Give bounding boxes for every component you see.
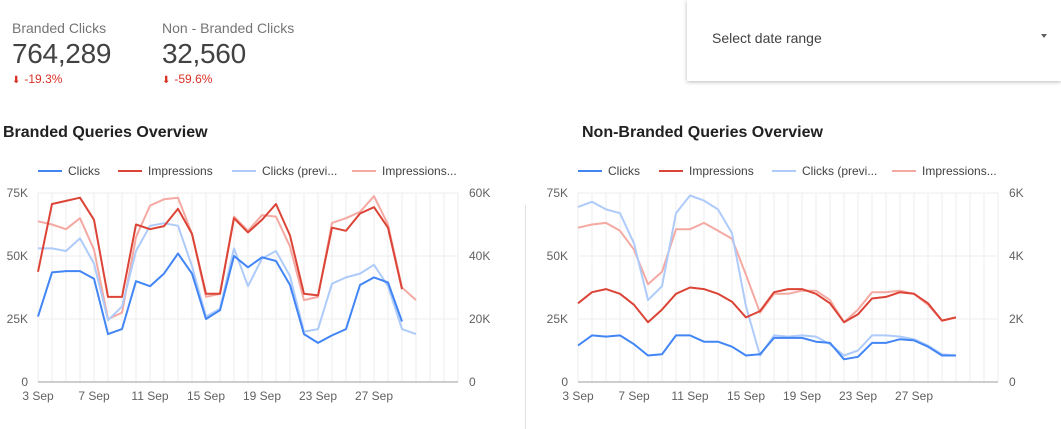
date-range-selector[interactable]: Select date range: [687, 0, 1061, 81]
y-left-tick-label: 0: [561, 375, 568, 389]
kpi-branded-clicks: Branded Clicks 764,289 ⬇ -19.3%: [12, 20, 111, 86]
kpi-delta: ⬇ -19.3%: [12, 72, 111, 86]
kpi-non-branded-clicks: Non - Branded Clicks 32,560 ⬇ -59.6%: [162, 20, 294, 86]
x-tick-label: 15 Sep: [727, 389, 765, 403]
series-line-clicks-prev[interactable]: [38, 222, 417, 336]
x-tick-label: 15 Sep: [187, 389, 225, 403]
x-tick-label: 7 Sep: [618, 389, 650, 403]
legend-item[interactable]: Clicks: [68, 164, 100, 178]
chart-title-branded: Branded Queries Overview: [3, 124, 208, 141]
legend-item[interactable]: Clicks (previ...: [802, 164, 877, 178]
series-line-impressions[interactable]: [37, 196, 403, 298]
series-line-clicks[interactable]: [577, 334, 956, 361]
kpi-value: 32,560: [162, 38, 246, 69]
x-tick-label: 19 Sep: [243, 389, 281, 403]
y-right-tick-label: 6K: [1009, 186, 1024, 200]
x-tick-label: 7 Sep: [78, 389, 110, 403]
arrow-down-icon: ⬇: [162, 75, 171, 86]
y-left-tick-label: 75K: [7, 186, 28, 200]
y-left-tick-label: 50K: [547, 249, 568, 263]
x-tick-label: 27 Sep: [355, 389, 393, 403]
y-right-tick-label: 4K: [1009, 249, 1024, 263]
kpi-delta-value: -19.3%: [24, 72, 63, 86]
kpi-value: 764,289: [12, 38, 112, 69]
arrow-down-icon: ⬇: [12, 75, 21, 86]
y-left-tick-label: 0: [21, 375, 28, 389]
chart-title-non-branded: Non-Branded Queries Overview: [582, 124, 823, 141]
x-tick-label: 27 Sep: [895, 389, 933, 403]
kpi-delta-value: -59.6%: [174, 72, 213, 86]
legend-item[interactable]: Impressions: [148, 164, 213, 178]
x-tick-label: 3 Sep: [22, 389, 54, 403]
legend-item[interactable]: Clicks: [608, 164, 640, 178]
y-right-tick-label: 20K: [469, 312, 490, 326]
kpi-delta: ⬇ -59.6%: [162, 72, 294, 86]
legend-item[interactable]: Clicks (previ...: [262, 164, 337, 178]
x-tick-label: 3 Sep: [562, 389, 594, 403]
y-right-tick-label: 60K: [469, 186, 490, 200]
kpi-label: Branded Clicks: [12, 20, 107, 36]
y-left-tick-label: 75K: [547, 186, 568, 200]
legend-item[interactable]: Impressions...: [922, 164, 997, 178]
y-right-tick-label: 2K: [1009, 312, 1024, 326]
kpi-label: Non - Branded Clicks: [162, 20, 295, 36]
x-tick-label: 11 Sep: [131, 389, 168, 403]
series-line-clicks-prev[interactable]: [577, 194, 957, 357]
y-left-tick-label: 50K: [7, 249, 28, 263]
y-left-tick-label: 25K: [547, 312, 568, 326]
non-branded-queries-chart: Clicks Impressions Clicks (previ... Impress…: [547, 164, 1024, 403]
y-left-tick-label: 25K: [7, 312, 28, 326]
x-tick-label: 23 Sep: [839, 389, 877, 403]
x-tick-label: 19 Sep: [783, 389, 821, 403]
series-line-impressions[interactable]: [577, 286, 957, 324]
series-line-clicks[interactable]: [37, 252, 403, 344]
chart-divider: [525, 205, 526, 429]
y-right-tick-label: 40K: [469, 249, 490, 263]
x-tick-label: 23 Sep: [299, 389, 337, 403]
y-right-tick-label: 0: [469, 375, 476, 389]
branded-queries-chart: Clicks Impressions Clicks (previ... Impress…: [7, 164, 491, 403]
x-tick-label: 11 Sep: [671, 389, 708, 403]
date-range-label: Select date range: [712, 30, 822, 46]
dropdown-arrow-icon[interactable]: [1041, 34, 1047, 38]
y-right-tick-label: 0: [1009, 375, 1016, 389]
legend-item[interactable]: Impressions: [689, 164, 754, 178]
series-line-impressions-prev[interactable]: [577, 221, 957, 324]
legend-item[interactable]: Impressions...: [382, 164, 457, 178]
